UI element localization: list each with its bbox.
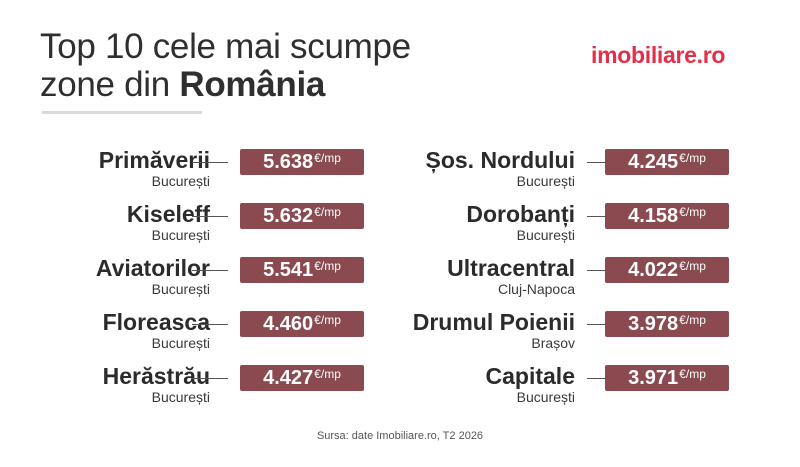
zone-name: Aviatorilor bbox=[95, 255, 210, 281]
zone-city: București bbox=[516, 227, 575, 243]
price-unit: €/mp bbox=[314, 367, 341, 381]
ranking-row: Dorobanți București 4.158 €/mp bbox=[395, 200, 765, 254]
price-badge: 3.971 €/mp bbox=[605, 365, 729, 391]
price-badge: 4.427 €/mp bbox=[240, 365, 364, 391]
price-badge: 5.541 €/mp bbox=[240, 257, 364, 283]
price-badge: 3.978 €/mp bbox=[605, 311, 729, 337]
price-unit: €/mp bbox=[314, 205, 341, 219]
zone-city: București bbox=[151, 335, 210, 351]
connector-line bbox=[192, 216, 228, 217]
price-badge: 5.632 €/mp bbox=[240, 203, 364, 229]
ranking-row: Aviatorilor București 5.541 €/mp bbox=[30, 254, 400, 308]
price-badge: 5.638 €/mp bbox=[240, 149, 364, 175]
zone-city: București bbox=[516, 389, 575, 405]
price-unit: €/mp bbox=[314, 259, 341, 273]
price-value: 4.460 bbox=[263, 313, 314, 335]
price-value: 3.971 bbox=[628, 367, 679, 389]
zone-name: Dorobanți bbox=[466, 201, 575, 227]
zone-name: Floreasca bbox=[102, 309, 210, 335]
page-title: Top 10 cele mai scumpe zone din România bbox=[40, 28, 411, 104]
zone-name: Primăverii bbox=[98, 147, 210, 173]
price-unit: €/mp bbox=[679, 367, 706, 381]
price-unit: €/mp bbox=[679, 205, 706, 219]
title-country: România bbox=[179, 65, 326, 104]
zone-name: Herăstrău bbox=[102, 363, 210, 389]
connector-line bbox=[192, 324, 228, 325]
price-value: 5.632 bbox=[263, 205, 314, 227]
zone-city: București bbox=[151, 281, 210, 297]
ranking-row: Primăverii București 5.638 €/mp bbox=[30, 146, 400, 200]
price-value: 5.638 bbox=[263, 151, 314, 173]
title-line-2: zone din România bbox=[40, 66, 411, 104]
price-value: 4.427 bbox=[263, 367, 314, 389]
brand-logo: imobiliare.ro bbox=[591, 42, 726, 68]
ranking-column-left: Primăverii București 5.638 €/mp Kiseleff … bbox=[30, 146, 400, 416]
zone-city: Cluj-Napoca bbox=[497, 281, 575, 297]
price-value: 3.978 bbox=[628, 313, 679, 335]
zone-city: București bbox=[151, 227, 210, 243]
zone-name: Drumul Poienii bbox=[412, 309, 575, 335]
price-unit: €/mp bbox=[679, 151, 706, 165]
zone-name: Șos. Nordului bbox=[425, 147, 576, 173]
price-unit: €/mp bbox=[314, 313, 341, 327]
title-prefix: zone din bbox=[40, 65, 180, 104]
zone-name: Ultracentral bbox=[447, 255, 575, 281]
source-note: Sursa: date Imobiliare.ro, T2 2026 bbox=[316, 430, 484, 442]
title-underline bbox=[42, 111, 202, 114]
ranking-row: Herăstrău București 4.427 €/mp bbox=[30, 362, 400, 416]
connector-line bbox=[192, 270, 228, 271]
price-badge: 4.158 €/mp bbox=[605, 203, 729, 229]
price-value: 4.022 bbox=[628, 259, 679, 281]
price-value: 4.245 bbox=[628, 151, 679, 173]
price-badge: 4.245 €/mp bbox=[605, 149, 729, 175]
price-unit: €/mp bbox=[679, 259, 706, 273]
price-unit: €/mp bbox=[679, 313, 706, 327]
price-badge: 4.022 €/mp bbox=[605, 257, 729, 283]
price-badge: 4.460 €/mp bbox=[240, 311, 364, 337]
zone-city: București bbox=[151, 173, 210, 189]
zone-city: București bbox=[151, 389, 210, 405]
price-value: 5.541 bbox=[263, 259, 314, 281]
price-value: 4.158 bbox=[628, 205, 679, 227]
ranking-row: Floreasca București 4.460 €/mp bbox=[30, 308, 400, 362]
zone-name: Capitale bbox=[485, 363, 575, 389]
ranking-row: Ultracentral Cluj-Napoca 4.022 €/mp bbox=[395, 254, 765, 308]
ranking-row: Șos. Nordului București 4.245 €/mp bbox=[395, 146, 765, 200]
ranking-column-right: Șos. Nordului București 4.245 €/mp Doroba… bbox=[395, 146, 765, 416]
connector-line bbox=[192, 378, 228, 379]
price-unit: €/mp bbox=[314, 151, 341, 165]
ranking-row: Kiseleff București 5.632 €/mp bbox=[30, 200, 400, 254]
connector-line bbox=[192, 162, 228, 163]
zone-name: Kiseleff bbox=[126, 201, 210, 227]
ranking-row: Drumul Poienii Brașov 3.978 €/mp bbox=[395, 308, 765, 362]
ranking-row: Capitale București 3.971 €/mp bbox=[395, 362, 765, 416]
zone-city: Brașov bbox=[531, 335, 575, 351]
title-line-1: Top 10 cele mai scumpe bbox=[40, 27, 411, 66]
zone-city: București bbox=[516, 173, 575, 189]
